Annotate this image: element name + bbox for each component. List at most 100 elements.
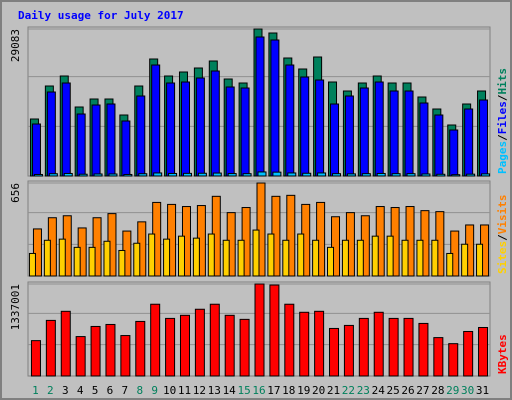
- bar: [436, 173, 446, 177]
- x-tick-label: 12: [193, 384, 206, 397]
- bar: [43, 239, 51, 277]
- bar: [192, 237, 200, 277]
- x-tick-label: 3: [62, 384, 69, 397]
- bar: [153, 172, 163, 177]
- bar: [210, 70, 220, 177]
- bar: [312, 239, 320, 277]
- bar: [197, 172, 207, 177]
- bar: [317, 172, 327, 177]
- bar: [165, 317, 176, 377]
- bar: [272, 171, 282, 177]
- bar: [256, 182, 266, 277]
- bar: [91, 104, 101, 177]
- bar: [286, 194, 296, 277]
- legend-separator: /: [496, 94, 509, 101]
- bar: [182, 172, 192, 177]
- bar: [270, 39, 280, 177]
- bar: [207, 233, 215, 277]
- bar: [343, 324, 354, 377]
- bar: [180, 81, 190, 177]
- x-tick-label: 26: [401, 384, 414, 397]
- bar: [108, 173, 118, 177]
- bar: [287, 172, 297, 177]
- bar: [257, 171, 267, 177]
- bar: [123, 173, 133, 177]
- bar: [285, 64, 295, 177]
- bar: [73, 246, 81, 277]
- bar: [329, 327, 340, 377]
- x-tick-label: 9: [151, 384, 158, 397]
- bar: [344, 95, 354, 177]
- x-tick-label: 30: [461, 384, 474, 397]
- x-tick-label: 28: [431, 384, 444, 397]
- bar: [222, 239, 230, 277]
- bar: [371, 235, 379, 277]
- x-tick-label: 14: [223, 384, 237, 397]
- bar: [373, 311, 384, 377]
- bar: [212, 172, 222, 177]
- bar: [118, 249, 126, 277]
- x-tick-label: 23: [357, 384, 370, 397]
- bar: [416, 239, 424, 277]
- bar: [315, 79, 325, 177]
- bar: [404, 90, 414, 177]
- bar: [177, 235, 185, 277]
- bar: [46, 91, 56, 177]
- bar: [120, 335, 131, 377]
- bar: [448, 343, 459, 377]
- bar: [93, 173, 103, 177]
- bar: [106, 103, 116, 177]
- bar: [90, 325, 101, 377]
- bar: [242, 173, 252, 177]
- bar: [58, 238, 66, 277]
- bar: [434, 114, 444, 177]
- bar: [237, 239, 245, 277]
- x-tick-label: 11: [178, 384, 191, 397]
- bar: [464, 108, 474, 177]
- x-tick-label: 17: [267, 384, 280, 397]
- bar: [297, 233, 305, 277]
- bar: [224, 314, 235, 377]
- x-tick-label: 25: [387, 384, 400, 397]
- bar: [346, 173, 356, 177]
- bar: [163, 238, 171, 277]
- bar: [28, 252, 36, 277]
- bar: [391, 173, 401, 177]
- bar: [33, 173, 43, 177]
- x-tick-label: 5: [92, 384, 99, 397]
- bar: [103, 240, 111, 277]
- bar: [225, 86, 235, 177]
- y-tick-label: 29083: [9, 29, 22, 62]
- bar: [332, 173, 342, 177]
- x-tick-label: 29: [446, 384, 459, 397]
- bar: [327, 246, 335, 277]
- bar: [209, 303, 220, 377]
- bar: [316, 201, 326, 277]
- bar: [476, 243, 484, 277]
- x-tick-label: 22: [342, 384, 355, 397]
- x-tick-label: 10: [163, 384, 176, 397]
- bar: [239, 318, 250, 377]
- bar: [358, 317, 369, 377]
- bar: [151, 64, 161, 177]
- x-tick-label: 16: [252, 384, 265, 397]
- bar: [135, 320, 146, 377]
- bar: [76, 113, 86, 177]
- bar: [194, 308, 205, 377]
- legend: KBytes: [496, 334, 509, 374]
- x-tick-label: 1: [32, 384, 39, 397]
- bar: [284, 303, 295, 377]
- bar: [451, 174, 461, 177]
- legend-entry: Pages: [496, 141, 509, 174]
- bar: [361, 173, 371, 177]
- bar: [88, 246, 96, 277]
- bar: [386, 235, 394, 277]
- x-tick-label: 2: [47, 384, 54, 397]
- bar: [419, 102, 429, 177]
- legend-entry: Visits: [496, 195, 509, 235]
- bar: [240, 87, 250, 177]
- legend-entry: Sites: [496, 241, 509, 274]
- legend-entry: Files: [496, 101, 509, 134]
